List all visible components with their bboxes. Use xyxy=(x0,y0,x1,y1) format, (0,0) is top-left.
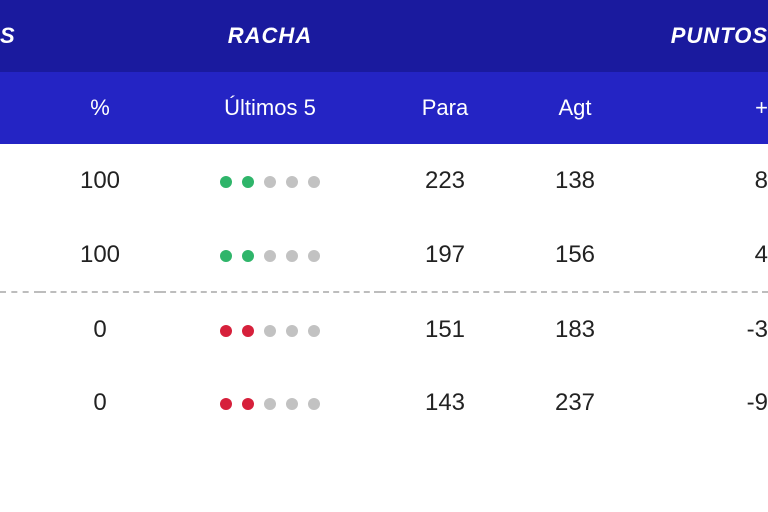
last5-dots xyxy=(220,398,320,410)
dot-win-icon xyxy=(242,250,254,262)
cell-blank xyxy=(0,366,40,440)
last5-dots xyxy=(220,325,320,337)
header-group-puntos: PUNTOS xyxy=(380,0,768,72)
dot-empty-icon xyxy=(264,176,276,188)
cell-para: 143 xyxy=(380,366,510,440)
dot-empty-icon xyxy=(286,398,298,410)
header-col-agt: Agt xyxy=(510,72,640,144)
dot-empty-icon xyxy=(308,398,320,410)
cell-pct: 100 xyxy=(40,218,160,292)
dot-win-icon xyxy=(220,250,232,262)
header-group-racha: RACHA xyxy=(160,0,380,72)
dot-empty-icon xyxy=(308,325,320,337)
table-row: 100 1971564 xyxy=(0,218,768,292)
cell-diff: 4 xyxy=(640,218,768,292)
cell-last5 xyxy=(160,292,380,366)
cell-agt: 237 xyxy=(510,366,640,440)
dot-empty-icon xyxy=(264,398,276,410)
cell-agt: 138 xyxy=(510,144,640,218)
standings-table: SRACHAPUNTOS%Últimos 5ParaAgt+1002231388… xyxy=(0,0,768,440)
dot-loss-icon xyxy=(242,398,254,410)
cell-para: 223 xyxy=(380,144,510,218)
cell-pct: 0 xyxy=(40,292,160,366)
cell-last5 xyxy=(160,144,380,218)
header-col-diff: + xyxy=(640,72,768,144)
cell-agt: 183 xyxy=(510,292,640,366)
cell-last5 xyxy=(160,218,380,292)
cell-para: 197 xyxy=(380,218,510,292)
cell-blank xyxy=(0,218,40,292)
header-col-pct: % xyxy=(40,72,160,144)
dot-empty-icon xyxy=(286,325,298,337)
cell-blank xyxy=(0,292,40,366)
table-row: 0 143237-9 xyxy=(0,366,768,440)
cell-diff: -3 xyxy=(640,292,768,366)
dot-empty-icon xyxy=(264,325,276,337)
cell-pct: 0 xyxy=(40,366,160,440)
header-col-para: Para xyxy=(380,72,510,144)
dot-win-icon xyxy=(220,176,232,188)
dot-loss-icon xyxy=(220,325,232,337)
cell-diff: -9 xyxy=(640,366,768,440)
dot-empty-icon xyxy=(286,250,298,262)
header-col-blank xyxy=(0,72,40,144)
cell-pct: 100 xyxy=(40,144,160,218)
dot-empty-icon xyxy=(286,176,298,188)
last5-dots xyxy=(220,250,320,262)
cell-para: 151 xyxy=(380,292,510,366)
header-group-row: SRACHAPUNTOS xyxy=(0,0,768,72)
cell-agt: 156 xyxy=(510,218,640,292)
cell-last5 xyxy=(160,366,380,440)
header-columns-row: %Últimos 5ParaAgt+ xyxy=(0,72,768,144)
table-row: 100 2231388 xyxy=(0,144,768,218)
dot-empty-icon xyxy=(308,176,320,188)
header-group-left: S xyxy=(0,0,160,72)
cell-blank xyxy=(0,144,40,218)
dot-empty-icon xyxy=(308,250,320,262)
last5-dots xyxy=(220,176,320,188)
dot-empty-icon xyxy=(264,250,276,262)
dot-loss-icon xyxy=(242,325,254,337)
cell-diff: 8 xyxy=(640,144,768,218)
dot-loss-icon xyxy=(220,398,232,410)
table-row: 0 151183-3 xyxy=(0,292,768,366)
dot-win-icon xyxy=(242,176,254,188)
header-col-last5: Últimos 5 xyxy=(160,72,380,144)
